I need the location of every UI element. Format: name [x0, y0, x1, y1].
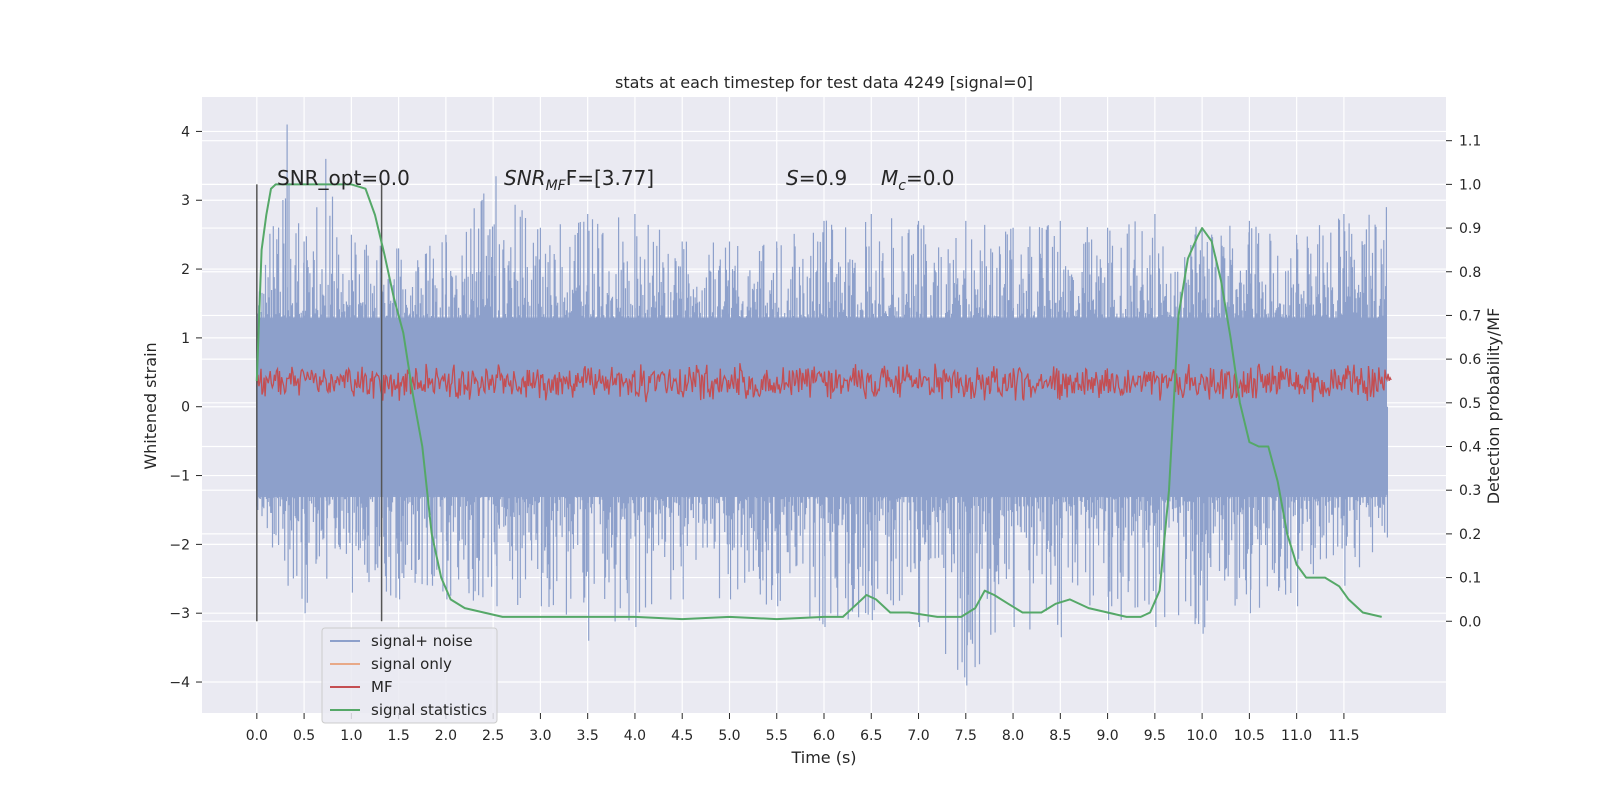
x-tick-label: 3.5 [577, 728, 599, 744]
x-tick-label: 7.5 [955, 728, 977, 744]
x-tick-label: 5.0 [718, 728, 740, 744]
y-tick-label: 1 [181, 331, 190, 347]
signal-statistics-series [255, 183, 1382, 621]
x-tick-label: 11.5 [1328, 728, 1359, 744]
annotation-s: S=0.9 [786, 166, 847, 190]
x-tick-label: 6.0 [813, 728, 835, 744]
legend-label-mf: MF [371, 678, 393, 696]
y-right-tick-label: 0.5 [1459, 396, 1481, 412]
y-right-tick-label: 0.7 [1459, 308, 1481, 324]
x-tick-label: 10.0 [1187, 728, 1218, 744]
x-tick-label: 3.0 [529, 728, 551, 744]
y-right-tick-label: 0.4 [1459, 440, 1481, 456]
y-right-tick-label: 0.0 [1459, 614, 1481, 630]
mf-series [256, 363, 1392, 403]
x-tick-label: 6.5 [860, 728, 882, 744]
annotation-snr-mf-sub: MF [546, 178, 567, 194]
legend-label-signal-only: signal only [371, 655, 452, 673]
x-tick-label: 0.5 [293, 728, 315, 744]
y-right-tick-label: 0.2 [1459, 527, 1481, 543]
annotation-mc-label: M [881, 166, 898, 190]
x-tick-label: 8.5 [1049, 728, 1071, 744]
x-ticks: 0.0 0.5 1.0 1.5 2.0 2.5 3.0 3.5 4.0 4.5 5.0 5.5 6.0 6… [246, 713, 1359, 744]
x-tick-label: 9.0 [1096, 728, 1118, 744]
mf-line [256, 363, 1392, 403]
y-tick-label: 2 [181, 262, 190, 278]
annotation-snr-mf: SNRMFF=[3.77] [504, 166, 654, 194]
annotation-snr-mf-value: F=[3.77] [566, 166, 654, 190]
annotation-mc-value: =0.0 [906, 166, 955, 190]
y-right-tick-label: 0.9 [1459, 221, 1481, 237]
annotation-s-label: S [786, 166, 799, 190]
x-tick-label: 4.0 [624, 728, 646, 744]
y-right-tick-label: 1.0 [1459, 177, 1481, 193]
x-tick-label: 1.0 [340, 728, 362, 744]
x-tick-label: 5.5 [766, 728, 788, 744]
y-right-tick-label: 0.1 [1459, 571, 1481, 587]
y-right-tick-label: 0.3 [1459, 483, 1481, 499]
legend-box [321, 627, 498, 724]
y-tick-label: 4 [181, 124, 190, 140]
x-tick-label: 9.5 [1144, 728, 1166, 744]
y-ticks-right: 0.0 0.1 0.2 0.3 0.4 0.5 0.6 0.7 0.8 0.9 1.0 1.1 [1446, 134, 1481, 630]
chart-title: stats at each timestep for test data 424… [615, 73, 1033, 92]
x-tick-label: 4.5 [671, 728, 693, 744]
y-tick-label: −2 [169, 537, 190, 553]
y-right-tick-label: 0.6 [1459, 352, 1481, 368]
x-tick-label: 8.0 [1002, 728, 1024, 744]
x-tick-label: 2.0 [435, 728, 457, 744]
y-tick-label: 3 [181, 193, 190, 209]
annotation-s-value: =0.9 [799, 166, 848, 190]
y-axis-right-label: Detection probability/MF [1484, 308, 1503, 505]
y-ticks-left: −4 −3 −2 −1 0 1 2 3 4 [169, 124, 202, 691]
y-tick-label: −1 [169, 469, 190, 485]
y-right-tick-label: 0.8 [1459, 265, 1481, 281]
x-tick-label: 0.0 [246, 728, 268, 744]
annotation-mc: Mc=0.0 [881, 166, 955, 194]
x-tick-label: 1.5 [387, 728, 409, 744]
legend: signal+ noise signal only MF signal stat… [321, 627, 498, 724]
x-tick-label: 10.5 [1234, 728, 1265, 744]
annotation-mc-sub: c [898, 178, 906, 194]
legend-label-signal-statistics: signal statistics [371, 701, 487, 719]
x-axis-label: Time (s) [790, 748, 856, 767]
signal-statistics-line [255, 183, 1382, 621]
x-tick-label: 11.0 [1281, 728, 1312, 744]
annotation-snr-opt: SNR_opt=0.0 [277, 166, 410, 190]
y-tick-label: −3 [169, 606, 190, 622]
x-tick-label: 7.0 [907, 728, 929, 744]
vertical-markers [256, 184, 383, 622]
annotation-snr-mf-main: SNR [504, 166, 546, 190]
y-tick-label: 0 [181, 400, 190, 416]
y-axis-label: Whitened strain [141, 342, 160, 469]
y-right-tick-label: 1.1 [1459, 134, 1481, 150]
legend-label-signal-noise: signal+ noise [371, 632, 473, 650]
y-tick-label: −4 [169, 675, 190, 691]
x-tick-label: 2.5 [482, 728, 504, 744]
